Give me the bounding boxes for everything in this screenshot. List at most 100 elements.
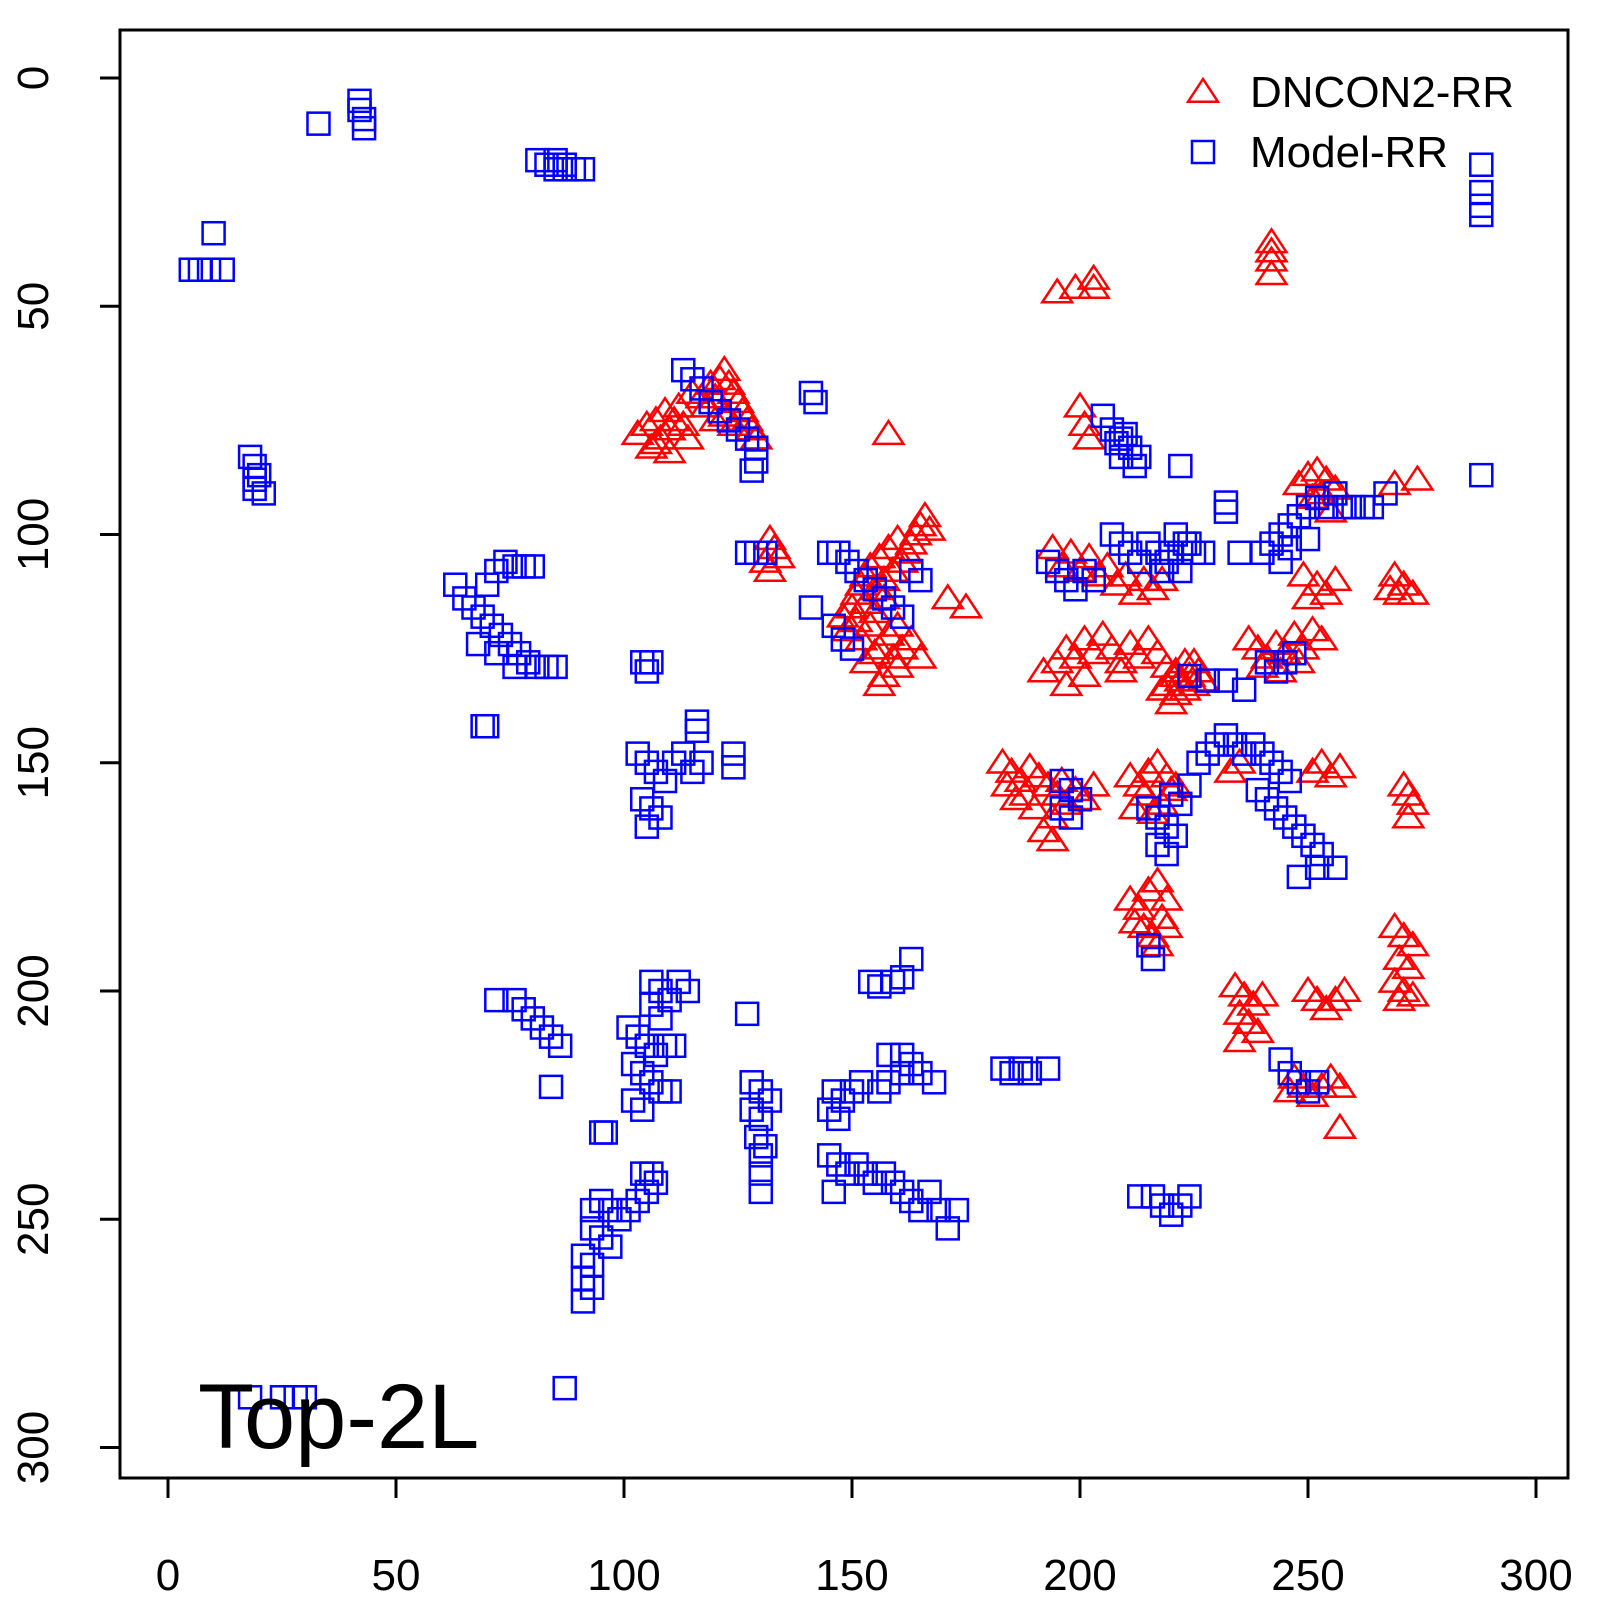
model-rr-point: [579, 1275, 605, 1300]
model-rr-point: [511, 997, 536, 1022]
model-rr-point: [880, 969, 906, 995]
dncon2-rr-point: [1381, 578, 1417, 605]
model-rr-point: [798, 595, 824, 620]
dncon2-rr-point: [1322, 1071, 1358, 1098]
model-rr-point: [871, 1161, 897, 1186]
model-rr-point: [1145, 805, 1170, 830]
model-rr-point: [1035, 549, 1061, 575]
dncon2-rr-point: [1126, 779, 1162, 806]
model-rr-point: [579, 1197, 605, 1223]
model-rr-point: [1140, 946, 1166, 972]
model-rr-point: [908, 1197, 933, 1223]
model-rr-point: [671, 741, 696, 766]
model-rr-point: [1469, 152, 1494, 177]
model-rr-point: [1250, 741, 1275, 766]
model-rr-point: [1158, 1202, 1184, 1227]
dncon2-rr-point: [884, 633, 920, 660]
model-rr-point: [753, 1133, 778, 1159]
model-rr-point: [616, 1015, 641, 1040]
dncon2-rr-point: [670, 423, 706, 450]
model-rr-point: [242, 453, 267, 479]
model-rr-point: [675, 978, 701, 1004]
model-rr-point: [538, 1074, 564, 1100]
model-rr-point: [1168, 558, 1193, 584]
model-rr-point: [1122, 453, 1147, 479]
dncon2-rr-point: [912, 514, 947, 541]
x-tick-label: 200: [1043, 1551, 1116, 1600]
dncon2-rr-point: [1395, 930, 1431, 957]
model-rr-point: [634, 750, 660, 775]
y-tick-label: 150: [9, 726, 58, 799]
model-rr-point: [889, 1042, 915, 1068]
dncon2-rr-point: [871, 418, 906, 446]
model-rr-point: [1035, 1056, 1061, 1081]
legend: DNCON2-RR Model-RR: [1185, 68, 1514, 177]
model-rr-point: [798, 380, 824, 406]
model-rr-point: [671, 357, 696, 383]
model-rr-point: [1136, 933, 1161, 958]
model-rr-point: [629, 787, 655, 812]
model-rr-point: [1186, 750, 1211, 775]
dncon2-rr-point: [1076, 272, 1111, 299]
model-rr-point: [848, 1070, 874, 1095]
dncon2-rr-point: [1026, 656, 1061, 683]
model-rr-point: [739, 458, 764, 483]
model-rr-point: [666, 969, 691, 995]
dncon2-rr-point: [1254, 227, 1289, 254]
dncon2-rr-point: [761, 542, 797, 569]
model-rr-point: [862, 577, 888, 602]
model-rr-point: [1049, 796, 1075, 821]
dncon2-rr-point: [1035, 532, 1070, 560]
model-rr-point: [680, 759, 705, 785]
model-rr-point: [1154, 814, 1179, 839]
model-rr-point: [643, 1170, 669, 1195]
model-rr-point: [1168, 453, 1193, 479]
dncon2-rr-point: [1153, 688, 1189, 715]
model-rr-point: [889, 1060, 915, 1086]
model-rr-point: [1250, 540, 1275, 566]
model-rr-point: [889, 965, 915, 990]
model-rr-point: [1127, 1184, 1152, 1209]
x-tick-label: 300: [1499, 1551, 1572, 1600]
dncon2-rr-point: [1322, 752, 1358, 779]
model-rr-point: [748, 1143, 774, 1168]
model-rr-point: [757, 1088, 783, 1113]
dncon2-rr-point: [1400, 464, 1435, 491]
model-rr-point: [816, 1143, 842, 1168]
model-rr-point: [493, 549, 518, 575]
model-rr-point: [1099, 417, 1125, 442]
model-rr-point: [889, 604, 915, 629]
model-rr-point: [237, 1385, 263, 1410]
model-rr-point: [1313, 494, 1339, 520]
legend-label-model-rr: Model-RR: [1250, 128, 1448, 177]
model-rr-point: [639, 796, 664, 821]
dncon2-rr-point: [871, 532, 906, 560]
model-rr-point: [1213, 723, 1239, 748]
model-rr-point: [1323, 481, 1348, 506]
model-rr-point: [821, 1079, 847, 1104]
model-rr-point: [1058, 777, 1084, 803]
model-rr-point: [1231, 677, 1257, 702]
model-rr-point: [657, 1079, 682, 1104]
y-tick-label: 100: [9, 498, 58, 571]
dncon2-rr-point: [871, 619, 906, 646]
model-rr-point: [634, 1033, 660, 1059]
dncon2-rr-point: [1395, 980, 1431, 1007]
dncon2-rr-point: [1304, 624, 1339, 651]
model-rr-point: [1158, 782, 1184, 807]
dncon2-rr-point: [998, 783, 1034, 811]
model-rr-point: [1136, 796, 1161, 821]
model-rr-point: [625, 1024, 650, 1049]
dncon2-rr-point: [862, 542, 897, 569]
model-rr-point: [1245, 777, 1271, 803]
dncon2-rr-point: [1131, 875, 1166, 902]
model-rr-point: [639, 650, 664, 675]
dncon2-rr-point: [948, 592, 984, 619]
model-rr-point: [1469, 202, 1494, 228]
model-rr-point: [1469, 193, 1494, 219]
model-rr-point: [1277, 535, 1303, 561]
model-rr-point: [889, 1179, 915, 1205]
dncon2-rr-point: [1140, 747, 1175, 774]
dncon2-rr-point: [862, 669, 897, 697]
model-rr-point: [1272, 650, 1298, 675]
